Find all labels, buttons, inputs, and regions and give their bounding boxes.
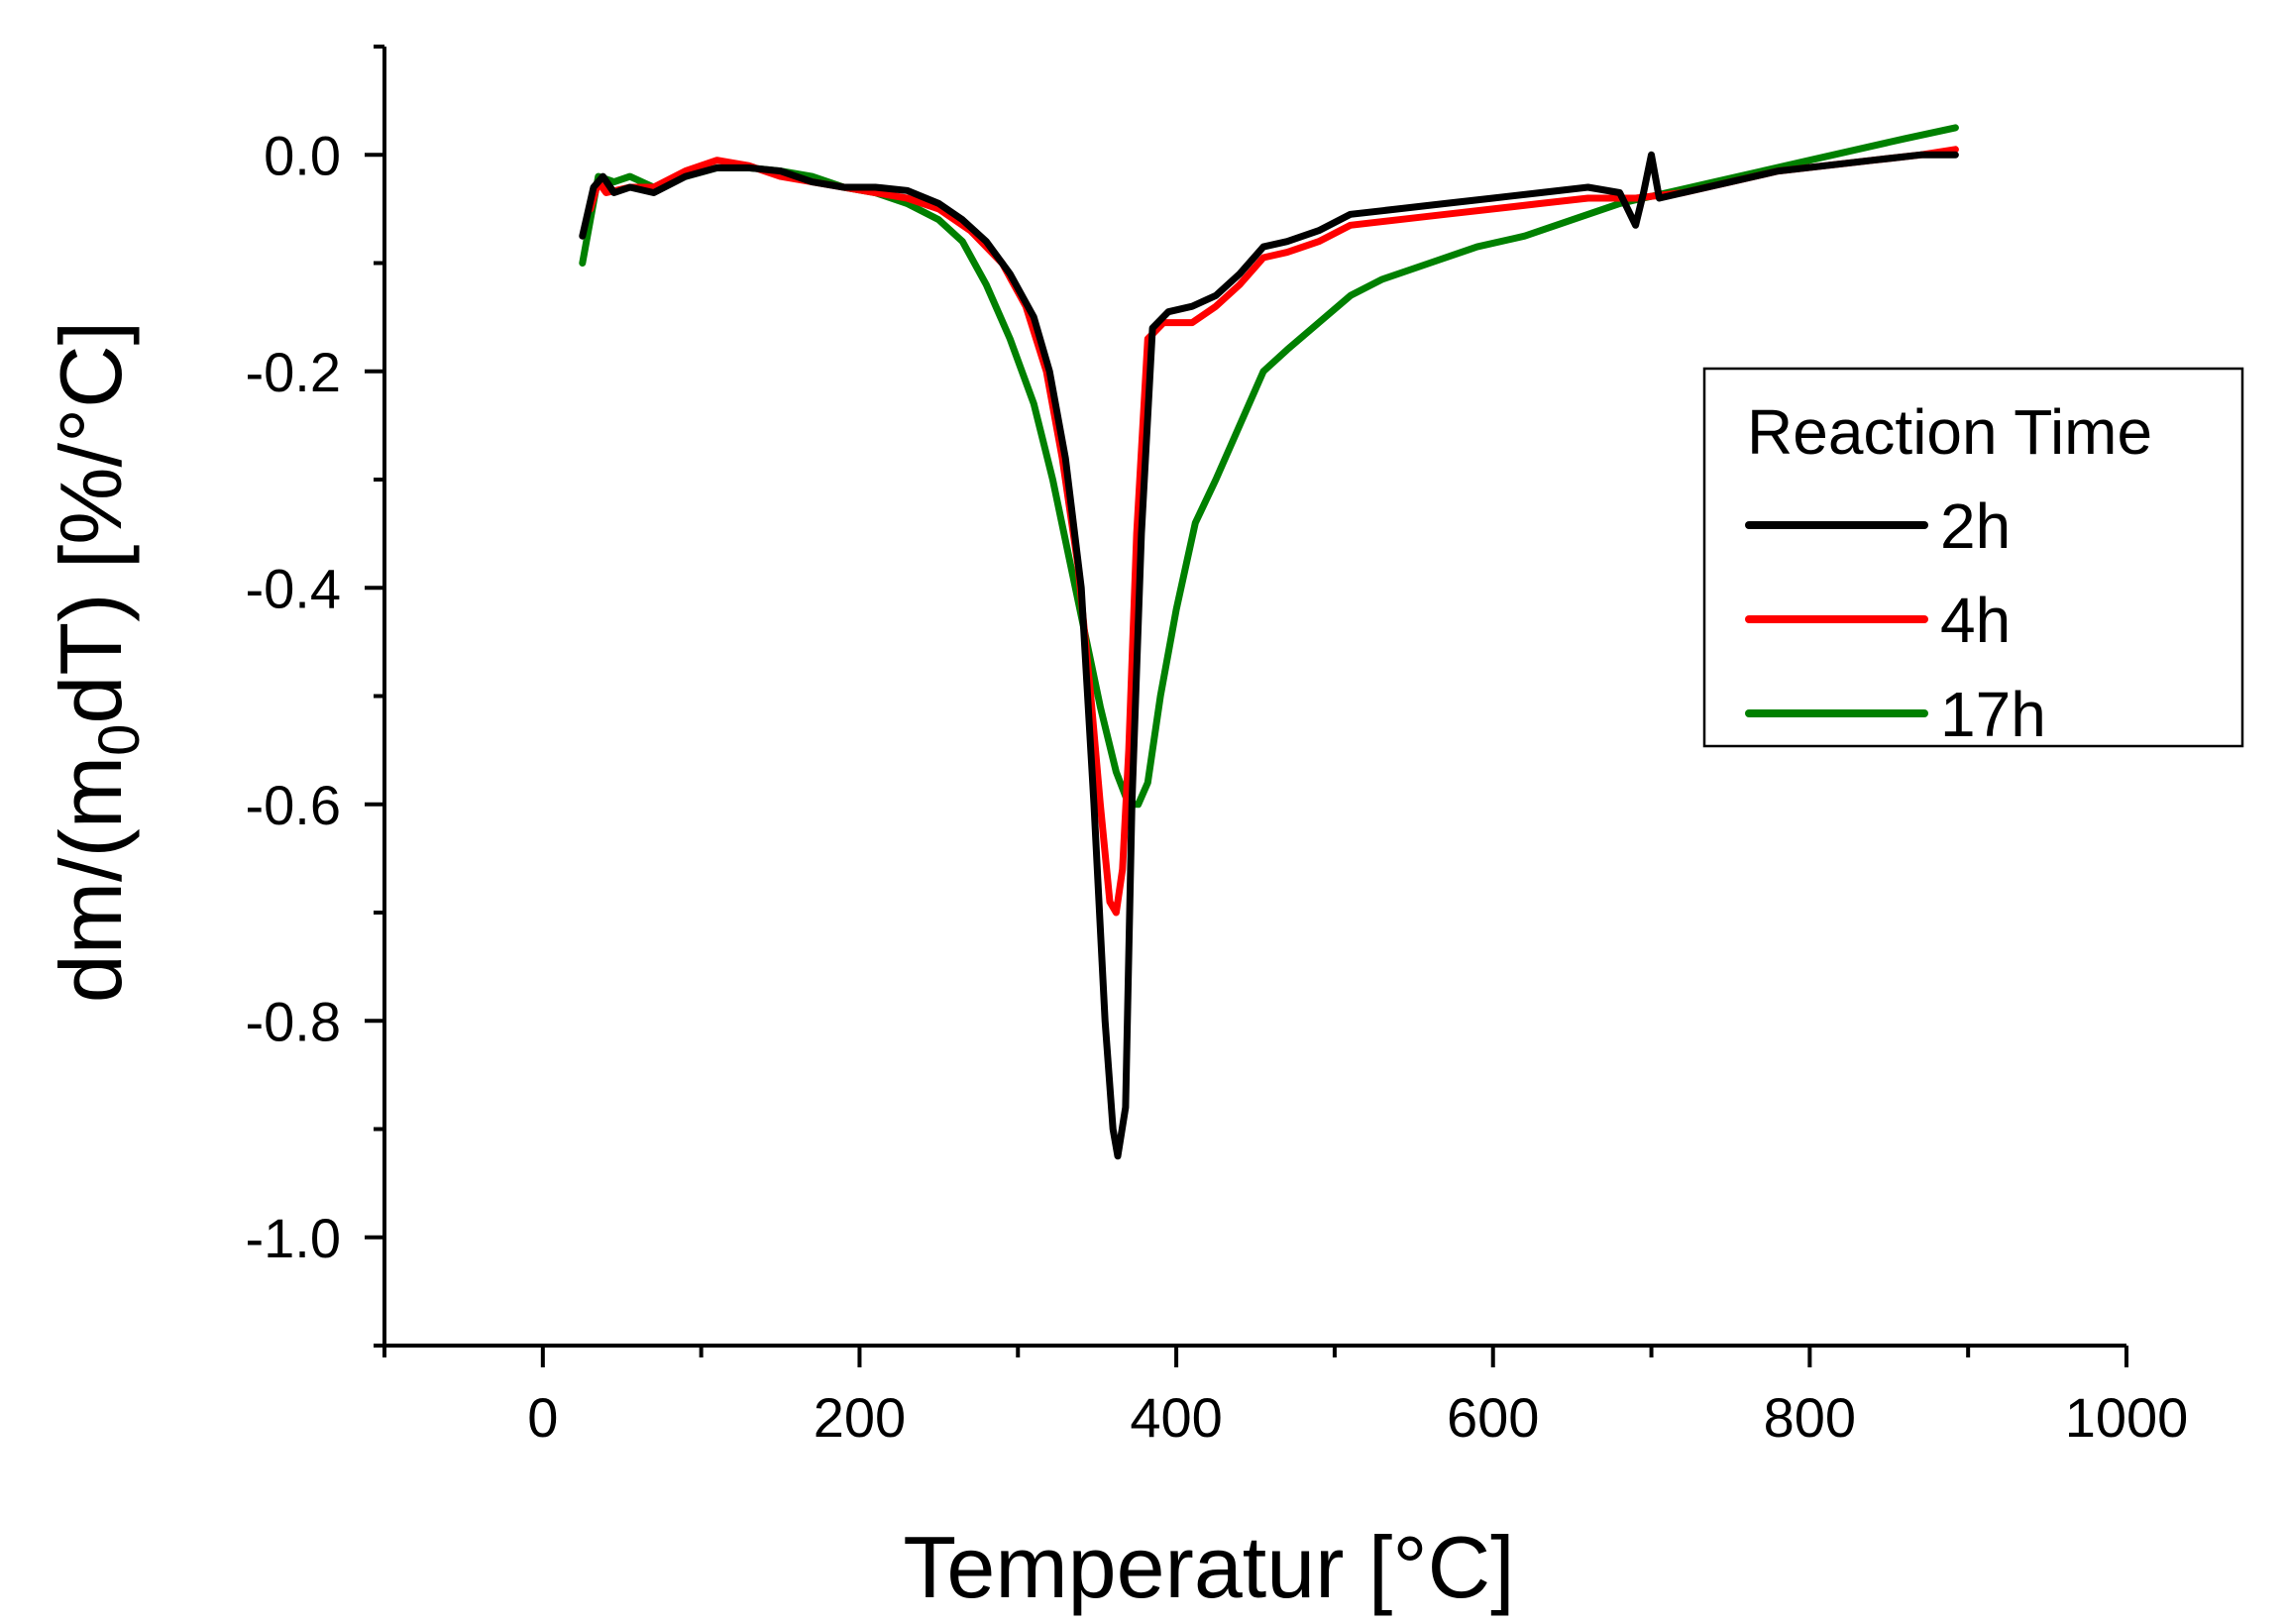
series-line-2h bbox=[579, 151, 1959, 1160]
y-axis-title-part-2: dT) [%/°C] bbox=[42, 321, 140, 724]
x-axis-ticks: 0 200 400 600 800 1000 bbox=[382, 1346, 2189, 1449]
y-tick-label: -0.4 bbox=[246, 557, 342, 619]
y-tick-label: 0.0 bbox=[264, 124, 341, 186]
x-tick-label: 0 bbox=[527, 1386, 558, 1449]
x-tick-label: 400 bbox=[1130, 1386, 1222, 1449]
x-tick-label: 1000 bbox=[2065, 1386, 2189, 1449]
y-tick-label: -0.8 bbox=[246, 990, 342, 1052]
x-tick-label: 800 bbox=[1764, 1386, 1856, 1449]
y-tick-label: -1.0 bbox=[246, 1207, 342, 1269]
plot-area: 0 200 400 600 800 1000 0.0 -0.2 -0.4 -0.6 -0.8 -1.… bbox=[246, 45, 2189, 1449]
legend: Reaction Time 2h 4h 17h bbox=[1702, 367, 2244, 750]
legend-label-2h: 2h bbox=[1940, 490, 2011, 562]
legend-label-17h: 17h bbox=[1940, 679, 2046, 750]
x-tick-label: 200 bbox=[814, 1386, 906, 1449]
y-axis-title-subscript: 0 bbox=[87, 724, 152, 756]
y-axis-ticks: 0.0 -0.2 -0.4 -0.6 -0.8 -1.0 bbox=[246, 45, 384, 1348]
series-line-4h bbox=[587, 146, 1959, 917]
legend-title: Reaction Time bbox=[1747, 396, 2152, 468]
x-axis-title: Temperatur [°C] bbox=[903, 1518, 1514, 1616]
legend-box bbox=[1702, 367, 2244, 748]
y-axis-title-part-1: dm/(m bbox=[42, 756, 140, 1003]
y-tick-label: -0.6 bbox=[246, 774, 342, 836]
y-tick-label: -0.2 bbox=[246, 341, 342, 403]
legend-entries: 2h 4h 17h bbox=[1745, 490, 2046, 750]
x-tick-label: 600 bbox=[1447, 1386, 1539, 1449]
legend-label-4h: 4h bbox=[1940, 585, 2011, 656]
y-axis-title: dm/(m0dT) [%/°C] bbox=[42, 321, 152, 1003]
series-layer bbox=[579, 124, 1959, 1160]
